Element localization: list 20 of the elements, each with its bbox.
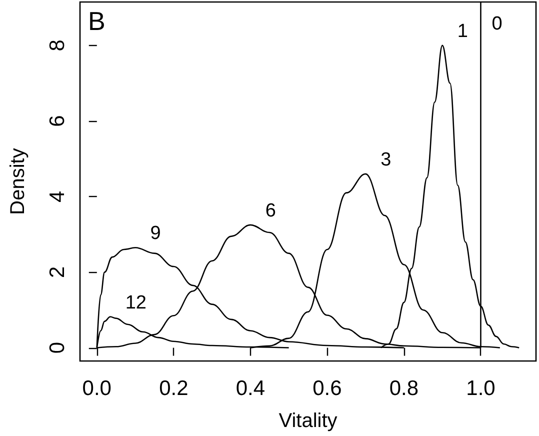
x-tick-label: 0.0 xyxy=(82,377,112,400)
x-tick-label: 0.4 xyxy=(236,377,266,400)
y-tick-label: 0 xyxy=(46,342,69,354)
series-label: 0 xyxy=(492,14,502,34)
x-tick-label: 0.6 xyxy=(312,377,342,400)
series-label: 9 xyxy=(150,223,161,244)
x-tick-label: 1.0 xyxy=(466,377,496,400)
series-label: 3 xyxy=(380,149,392,170)
y-axis-title: Density xyxy=(7,148,29,215)
y-tick-label: 4 xyxy=(46,190,69,202)
y-tick-label: 6 xyxy=(46,115,69,127)
series-label: 1 xyxy=(457,20,468,42)
annotation: B xyxy=(88,6,106,36)
y-tick-label: 2 xyxy=(46,266,69,278)
series-label: 6 xyxy=(265,200,276,222)
y-tick-label: 8 xyxy=(46,40,69,52)
series-label: 12 xyxy=(125,292,146,314)
x-tick-label: 0.2 xyxy=(159,377,188,400)
x-tick-label: 0.8 xyxy=(389,377,419,400)
x-axis-title: Vitality xyxy=(278,410,338,432)
